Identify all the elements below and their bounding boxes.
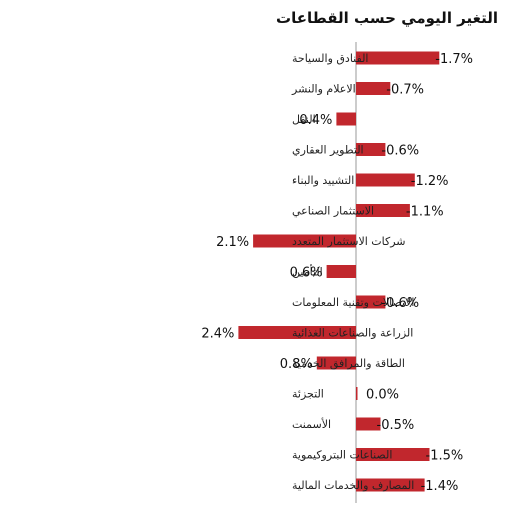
value-label: 2.1% <box>216 235 249 250</box>
bar <box>356 143 386 156</box>
bar <box>253 234 356 248</box>
category-label: الطاقة والمرافق الخدمية <box>292 357 405 371</box>
category-label: التجزئة <box>292 388 324 401</box>
bar <box>356 204 410 217</box>
value-label: 0.4% <box>299 113 332 128</box>
category-label: التطوير العقاري <box>292 144 364 157</box>
category-label: الزراعة والصناعات الغذائية <box>292 327 413 340</box>
category-label: الاعلام والنشر <box>291 83 356 96</box>
bar <box>356 387 358 400</box>
bar <box>356 295 386 309</box>
value-label: -1.7% <box>435 52 473 67</box>
category-label: الصناعات البتروكيموية <box>292 449 392 462</box>
category-label: التشييد والبناء <box>292 174 354 187</box>
bar <box>316 356 356 370</box>
value-labels-group: -1.7% -0.7% 0.4% -0.6% -1.2% -1.1% 2.1% 0.6% -0.… <box>201 52 473 494</box>
bar <box>356 478 425 492</box>
value-label: 0.8% <box>280 357 313 372</box>
value-label: -1.1% <box>406 205 444 220</box>
bar <box>238 326 356 339</box>
value-label: -0.5% <box>377 418 415 433</box>
value-label: -1.5% <box>426 449 464 464</box>
chart-title: التغير اليومي حسب القطاعات <box>276 9 498 27</box>
value-label: 2.4% <box>201 327 234 342</box>
bar <box>336 112 356 126</box>
category-label: الفنادق والسياحة <box>292 52 368 65</box>
bar <box>356 51 440 65</box>
category-label: التأمين <box>292 264 323 279</box>
value-label: 0.0% <box>366 388 399 403</box>
category-label: الاستثمار الصناعي <box>292 205 374 218</box>
bar <box>356 82 391 95</box>
bar <box>356 448 430 461</box>
category-label: الأسمنت <box>292 417 331 431</box>
category-labels-group: الفنادق والسياحة الاعلام والنشر النقل التطو… <box>291 52 414 492</box>
bar <box>356 173 415 187</box>
value-label: 0.6% <box>290 266 323 281</box>
bars-group <box>238 51 440 492</box>
bar <box>356 417 381 431</box>
bar <box>326 265 356 278</box>
category-label: شركات الاستثمار المتعدد <box>292 235 406 248</box>
value-label: -1.2% <box>411 174 449 189</box>
category-label: المصارف والخدمات المالية <box>292 479 414 492</box>
category-label: الاتصالات وتقنية المعلومات <box>292 296 414 309</box>
value-label: -0.6% <box>381 144 419 159</box>
value-label: -0.7% <box>386 83 424 98</box>
value-label: -1.4% <box>421 479 459 494</box>
value-label: -0.6% <box>381 296 419 311</box>
category-label: النقل <box>292 113 316 126</box>
